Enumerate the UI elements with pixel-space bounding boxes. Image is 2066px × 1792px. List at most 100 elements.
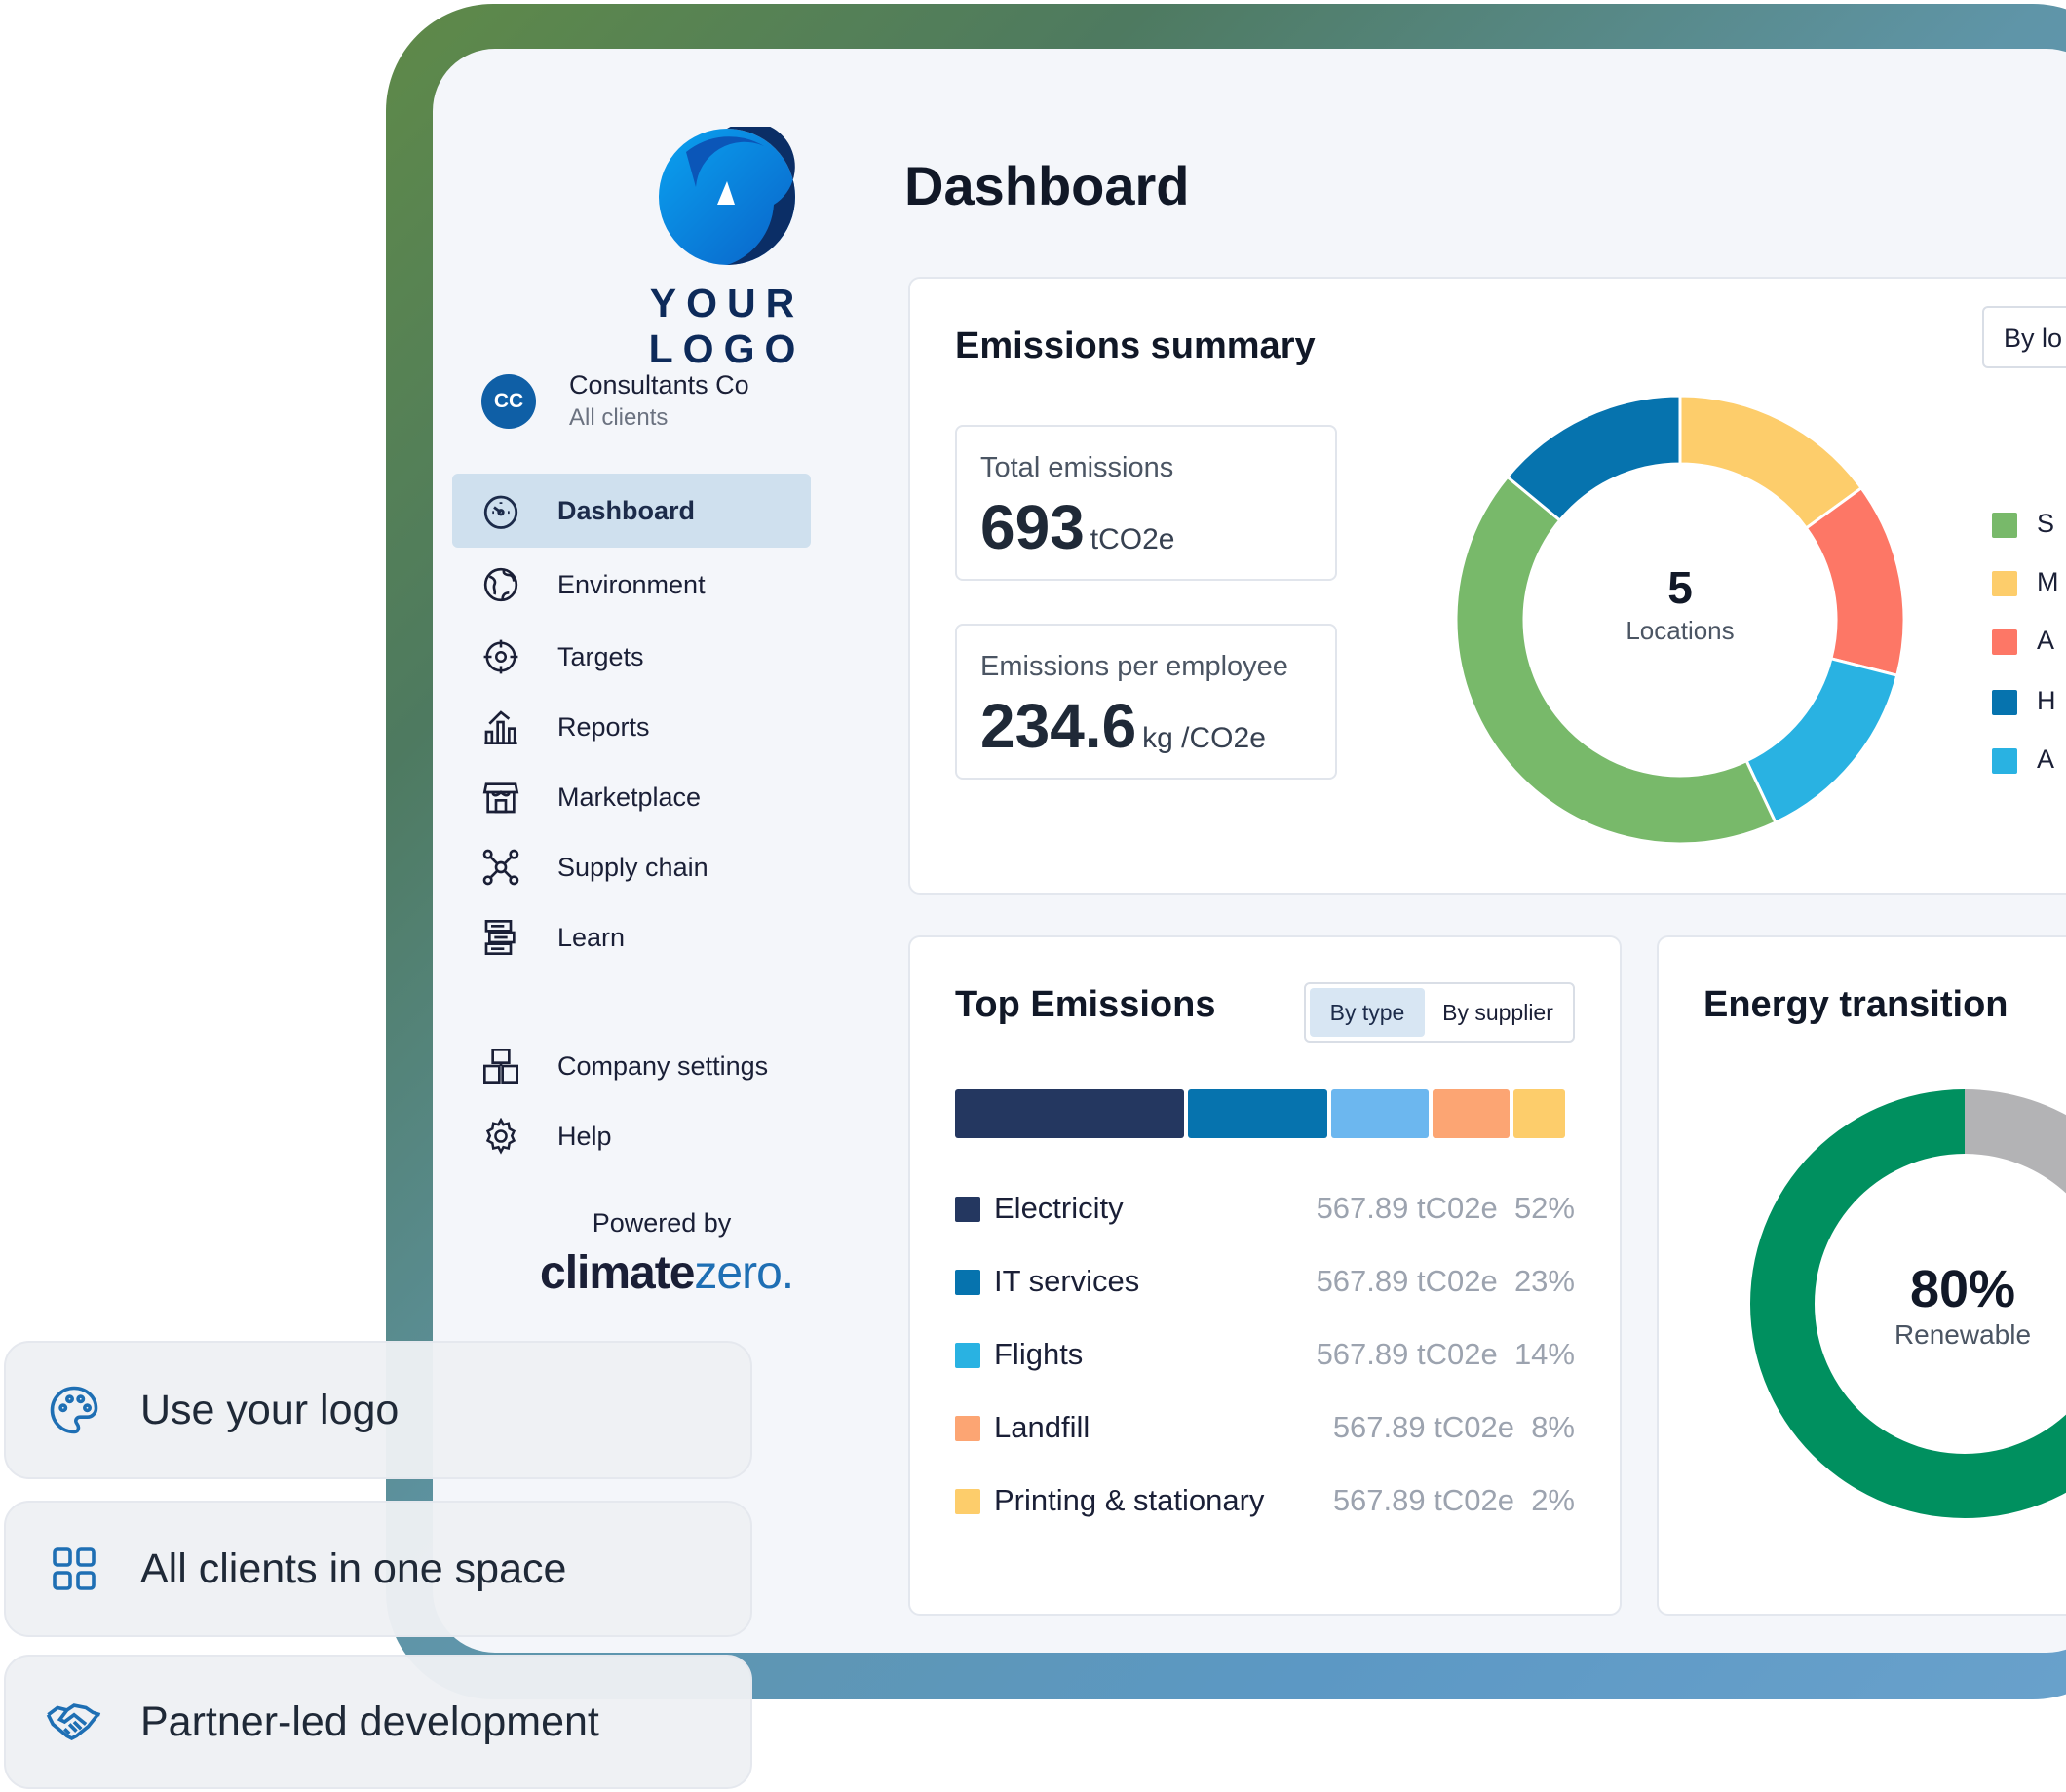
sidebar-item-marketplace[interactable]: Marketplace xyxy=(452,760,811,834)
card-title: Emissions summary xyxy=(955,325,1316,366)
target-icon xyxy=(479,635,522,678)
feature-label: All clients in one space xyxy=(140,1544,567,1592)
stacked-bar-segment[interactable] xyxy=(1330,1089,1430,1138)
sidebar-item-learn[interactable]: Learn xyxy=(452,900,811,974)
stat-value: 693 xyxy=(980,492,1085,562)
legend-label: A xyxy=(2037,744,2055,774)
sidebar-item-environment[interactable]: Environment xyxy=(452,548,811,622)
org-name: Consultants Co xyxy=(569,370,749,400)
energy-slice-other[interactable] xyxy=(1965,1089,2066,1257)
stacked-bar-segment[interactable] xyxy=(1512,1089,1565,1138)
gear-icon xyxy=(479,1115,522,1158)
vendor-logo-part2: zero xyxy=(694,1247,782,1299)
legend-swatch xyxy=(1992,513,2017,538)
donut-slice-3[interactable] xyxy=(1804,485,1906,678)
donut-center: 5 Locations xyxy=(1583,561,1778,646)
org-scope: All clients xyxy=(569,404,669,431)
energy-slice-renewable[interactable] xyxy=(1750,1089,2066,1518)
stat-value: 234.6 xyxy=(980,691,1137,761)
org-switcher[interactable]: CC Consultants Co All clients xyxy=(481,370,749,432)
legend-swatch xyxy=(1992,629,2017,655)
top-emissions-card: Top Emissions By type By supplier Electr… xyxy=(908,935,1622,1616)
vendor-logo-part1: climate xyxy=(540,1247,695,1299)
palette-icon xyxy=(45,1381,103,1439)
row-swatch xyxy=(955,1270,980,1295)
row-name: Electricity xyxy=(994,1191,1124,1225)
donut-slice-5[interactable] xyxy=(1744,656,1899,825)
emission-row[interactable]: Electricity 567.89 tC02e 52% xyxy=(955,1189,1575,1228)
avatar: CC xyxy=(481,373,536,429)
sidebar-item-label: Company settings xyxy=(557,1050,769,1081)
row-value: 567.89 tC02e 8% xyxy=(1332,1410,1575,1444)
legend-label: S xyxy=(2037,509,2055,538)
vendor-logo[interactable]: climatezero. xyxy=(540,1246,794,1300)
sidebar-item-dashboard[interactable]: Dashboard xyxy=(452,474,811,548)
legend-label: A xyxy=(2037,626,2055,655)
sidebar-item-label: Help xyxy=(557,1121,612,1151)
row-value: 567.89 tC02e 14% xyxy=(1316,1337,1575,1371)
energy-center-label: Renewable xyxy=(1894,1319,2032,1350)
per-employee-box: Emissions per employee 234.6 kg /CO2e xyxy=(955,624,1337,780)
logo-text: YOUR LOGO xyxy=(648,281,806,371)
sidebar-item-reports[interactable]: Reports xyxy=(452,690,811,764)
legend-swatch xyxy=(1992,571,2017,596)
emission-row[interactable]: Landfill 567.89 tC02e 8% xyxy=(955,1408,1575,1447)
row-value: 567.89 tC02e 52% xyxy=(1316,1191,1575,1225)
donut-slice-4[interactable] xyxy=(1505,394,1682,523)
feature-use-your-logo: Use your logo xyxy=(4,1341,752,1479)
row-swatch xyxy=(955,1489,980,1514)
stacked-bar-segment[interactable] xyxy=(955,1089,1185,1138)
stacked-bar-segment[interactable] xyxy=(1188,1089,1327,1138)
row-swatch xyxy=(955,1416,980,1441)
stat-label: Emissions per employee xyxy=(980,651,1288,682)
sidebar-item-label: Environment xyxy=(557,569,706,599)
vendor-logo-dot: . xyxy=(781,1247,794,1299)
donut-slice-1[interactable] xyxy=(1454,475,1778,846)
total-emissions-box: Total emissions 693 tCO2e xyxy=(955,425,1337,581)
card-title: Energy transition xyxy=(1703,984,2009,1025)
stacked-bar-segment[interactable] xyxy=(1433,1089,1510,1138)
grid-icon xyxy=(45,1540,103,1598)
legend-label: H xyxy=(2037,686,2056,715)
sidebar-item-targets[interactable]: Targets xyxy=(452,620,811,694)
legend-swatch xyxy=(1992,690,2017,715)
toggle-by-supplier[interactable]: By supplier xyxy=(1442,999,1553,1025)
energy-center-value: 80% xyxy=(1909,1260,2016,1318)
feature-label: Use your logo xyxy=(140,1386,400,1433)
row-value: 567.89 tC02e 23% xyxy=(1316,1264,1575,1298)
row-name: IT services xyxy=(994,1264,1140,1298)
row-value: 567.89 tC02e 2% xyxy=(1332,1483,1575,1517)
row-name: Printing & stationary xyxy=(994,1483,1265,1517)
emission-row[interactable]: Flights 567.89 tC02e 14% xyxy=(955,1335,1575,1374)
brand-logo[interactable]: YOUR LOGO xyxy=(581,127,873,372)
row-swatch xyxy=(955,1343,980,1368)
sidebar-item-label: Marketplace xyxy=(557,782,702,812)
page-title: Dashboard xyxy=(904,155,1190,216)
feature-partner-led: Partner-led development xyxy=(4,1655,752,1789)
emission-row[interactable]: Printing & stationary 567.89 tC02e 2% xyxy=(955,1481,1575,1520)
row-name: Landfill xyxy=(994,1410,1090,1444)
sidebar-item-help[interactable]: Help xyxy=(452,1099,811,1173)
sidebar-item-company-settings[interactable]: Company settings xyxy=(452,1029,811,1103)
powered-by: Powered by climatezero. xyxy=(540,1208,794,1300)
sidebar-item-supply-chain[interactable]: Supply chain xyxy=(452,830,811,904)
app-window: YOUR LOGO CC Consultants Co All clients … xyxy=(433,49,2066,1653)
donut-center-label: Locations xyxy=(1626,616,1735,645)
energy-center: 80% Renewable xyxy=(1856,1259,2066,1351)
legend-swatch xyxy=(1992,748,2017,774)
book-icon xyxy=(479,916,522,959)
toggle-by-type[interactable]: By type xyxy=(1310,988,1425,1037)
sidebar-item-label: Dashboard xyxy=(557,495,696,525)
card-title: Top Emissions xyxy=(955,984,1216,1025)
dashboard-gauge-icon xyxy=(479,489,522,532)
by-location-button[interactable]: By lo xyxy=(1982,306,2066,368)
stat-unit: kg /CO2e xyxy=(1142,722,1266,754)
stat-unit: tCO2e xyxy=(1090,523,1175,555)
energy-transition-card: Energy transition 80% Renewable xyxy=(1657,935,2066,1616)
donut-center-value: 5 xyxy=(1667,562,1693,613)
building-icon xyxy=(479,1045,522,1087)
emission-row[interactable]: IT services 567.89 tC02e 23% xyxy=(955,1262,1575,1301)
feature-label: Partner-led development xyxy=(140,1697,599,1745)
sidebar-item-label: Targets xyxy=(557,641,644,671)
logo-mark-icon xyxy=(659,127,795,265)
